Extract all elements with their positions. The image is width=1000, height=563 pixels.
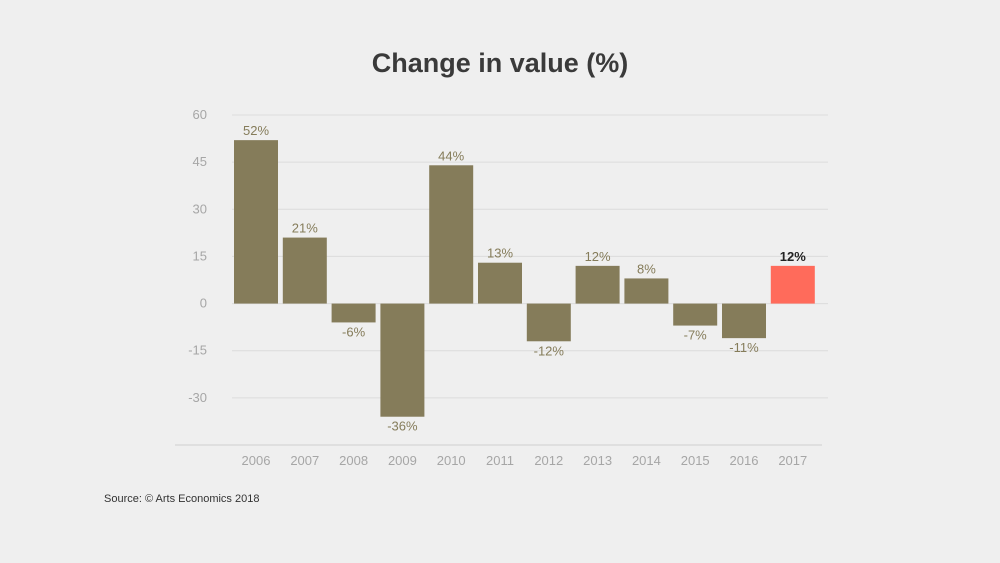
bar-2013 (575, 265, 620, 304)
bar-2015 (673, 303, 718, 326)
data-label: -6% (342, 324, 366, 339)
data-label: 21% (292, 221, 318, 236)
y-tick-label: 45 (193, 154, 207, 169)
bar-2014 (624, 278, 669, 304)
x-tick-label: 2017 (778, 453, 807, 468)
x-tick-label: 2009 (388, 453, 417, 468)
data-label: 44% (438, 148, 464, 163)
data-label: 12% (780, 249, 806, 264)
y-tick-label: -15 (188, 343, 207, 358)
bar-2011 (478, 262, 522, 304)
source-note: Source: © Arts Economics 2018 (104, 493, 260, 505)
bar-2010 (429, 165, 474, 304)
bar-2008 (331, 303, 376, 323)
bar-2016 (722, 303, 766, 339)
y-tick-label: 15 (193, 248, 207, 263)
bar-2007 (282, 237, 327, 304)
x-tick-label: 2013 (583, 453, 612, 468)
data-label: -7% (684, 328, 708, 343)
x-tick-label: 2012 (534, 453, 563, 468)
x-tick-label: 2006 (242, 453, 271, 468)
bar-2009 (380, 303, 425, 417)
bar-2012 (526, 303, 571, 342)
x-tick-label: 2016 (730, 453, 759, 468)
y-tick-label: 60 (193, 107, 207, 122)
data-label: 52% (243, 123, 269, 138)
y-tick-label: 0 (200, 296, 207, 311)
chart-title: Change in value (%) (371, 48, 629, 78)
x-tick-label: 2014 (632, 453, 661, 468)
data-label: 12% (585, 249, 611, 264)
data-label: 13% (487, 246, 513, 261)
x-tick-label: 2011 (486, 453, 514, 468)
data-label: 8% (637, 261, 656, 276)
data-label: -36% (387, 419, 418, 434)
x-tick-label: 2010 (437, 453, 466, 468)
data-label: -11% (729, 340, 759, 355)
y-tick-label: -30 (188, 390, 207, 405)
bar-2017 (770, 265, 815, 304)
x-tick-label: 2008 (339, 453, 368, 468)
x-tick-label: 2007 (290, 453, 319, 468)
bar-2006 (234, 140, 278, 304)
y-tick-label: 30 (193, 201, 207, 216)
x-tick-label: 2015 (681, 453, 710, 468)
data-label: -12% (534, 343, 565, 358)
